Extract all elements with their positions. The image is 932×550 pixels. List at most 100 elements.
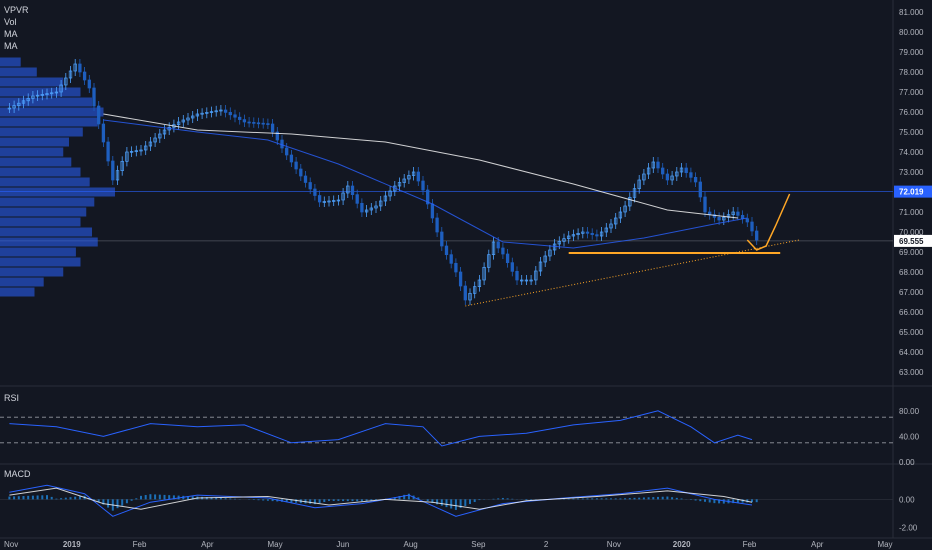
macd-histogram-bar <box>262 499 265 501</box>
macd-histogram-bar <box>638 497 641 500</box>
candle-body <box>308 182 312 190</box>
candle-body <box>266 123 270 125</box>
candle-body <box>703 196 707 213</box>
candle-body <box>26 98 30 102</box>
vpvr-bar <box>0 227 92 237</box>
candle-body <box>698 181 702 198</box>
candle-body <box>205 112 209 114</box>
macd-histogram-bar <box>699 499 702 502</box>
macd-histogram-bar <box>563 498 565 500</box>
candle-body <box>364 209 369 213</box>
vpvr-bar <box>0 237 98 247</box>
candle-body <box>581 231 585 234</box>
macd-histogram-bar <box>215 497 218 500</box>
macd-histogram-bar <box>27 495 30 500</box>
macd-histogram-bar <box>191 496 194 500</box>
macd-histogram-bar <box>647 497 650 500</box>
macd-histogram-bar <box>295 499 298 503</box>
candle-body <box>505 253 510 264</box>
price-axis-tick: 79.000 <box>899 48 924 57</box>
price-label-text: 69.555 <box>899 237 924 246</box>
candle-body <box>144 145 148 151</box>
macd-histogram-bar <box>107 499 110 508</box>
macd-histogram-bar <box>610 498 612 500</box>
macd-histogram-bar <box>219 497 222 500</box>
candle-body <box>303 175 308 183</box>
price-axis-tick: 73.000 <box>899 168 924 177</box>
macd-histogram-bar <box>375 499 377 501</box>
candle-body <box>599 231 604 237</box>
candle-body <box>632 188 637 198</box>
candle-body <box>477 279 482 288</box>
macd-histogram-bar <box>154 494 157 500</box>
macd-histogram-bar <box>661 496 664 500</box>
legend-item-vpvr[interactable]: VPVR <box>4 5 29 15</box>
candle-body <box>256 122 261 125</box>
candle-body <box>31 95 35 99</box>
candle-body <box>317 195 322 203</box>
candle-body <box>228 112 232 116</box>
price-layer <box>7 59 800 307</box>
candle-body <box>327 200 331 203</box>
macd-histogram-bar <box>285 499 288 503</box>
candle-body <box>614 217 618 225</box>
candle-body <box>426 189 430 205</box>
vpvr-bar <box>0 217 81 227</box>
macd-histogram-bar <box>168 495 171 500</box>
candle-body <box>463 285 467 301</box>
macd-histogram-bar <box>257 499 260 501</box>
candle-body <box>219 109 223 112</box>
candle-body <box>543 255 547 263</box>
price-axis-tick: 76.000 <box>899 108 924 117</box>
candle-body <box>252 122 256 124</box>
candle-body <box>524 279 529 282</box>
macd-histogram-bar <box>8 496 11 500</box>
candle-body <box>717 216 721 221</box>
candle-body <box>87 79 91 89</box>
macd-histogram-bar <box>13 496 16 500</box>
candle-body <box>576 232 580 236</box>
candle-body <box>332 200 336 202</box>
candle-body <box>675 171 679 177</box>
time-axis-tick: 2019 <box>63 540 81 549</box>
macd-histogram-bar <box>55 498 58 500</box>
candle-body <box>529 279 533 282</box>
macd-histogram-bar <box>31 495 34 500</box>
legend-item-vol[interactable]: Vol <box>4 17 17 27</box>
macd-histogram-bar <box>356 499 359 502</box>
macd-histogram-bar <box>158 494 161 500</box>
candle-body <box>176 121 181 126</box>
legend-item-ma-1[interactable]: MA <box>4 29 18 39</box>
price-axis-tick: 81.000 <box>899 8 924 17</box>
candle-body <box>534 270 538 281</box>
candle-body <box>693 176 698 183</box>
candle-body <box>50 92 54 95</box>
candle-body <box>35 94 40 97</box>
macd-pane-title: MACD <box>4 469 31 479</box>
macd-histogram-bar <box>46 495 48 500</box>
candle-body <box>153 137 157 143</box>
candle-body <box>750 221 754 232</box>
macd-histogram-bar <box>450 499 453 509</box>
macd-histogram-bar <box>22 496 25 500</box>
vpvr-bar <box>0 247 76 257</box>
macd-histogram-bar <box>337 499 340 502</box>
vpvr-bar <box>0 267 64 277</box>
macd-histogram-bar <box>60 498 63 500</box>
candle-body <box>482 266 486 281</box>
candle-body <box>45 93 49 95</box>
vpvr-bar <box>0 157 72 167</box>
candle-body <box>181 119 185 123</box>
candle-body <box>186 117 190 121</box>
candle-body <box>238 116 242 120</box>
legend-item-ma-2[interactable]: MA <box>4 41 18 51</box>
candle-body <box>656 161 660 169</box>
indicator-layer <box>0 410 893 517</box>
candle-body <box>261 122 265 125</box>
macd-histogram-bar <box>591 498 594 500</box>
macd-histogram-bar <box>252 499 255 500</box>
candle-body <box>106 141 110 162</box>
macd-histogram-bar <box>642 497 645 500</box>
candle-body <box>191 115 195 119</box>
